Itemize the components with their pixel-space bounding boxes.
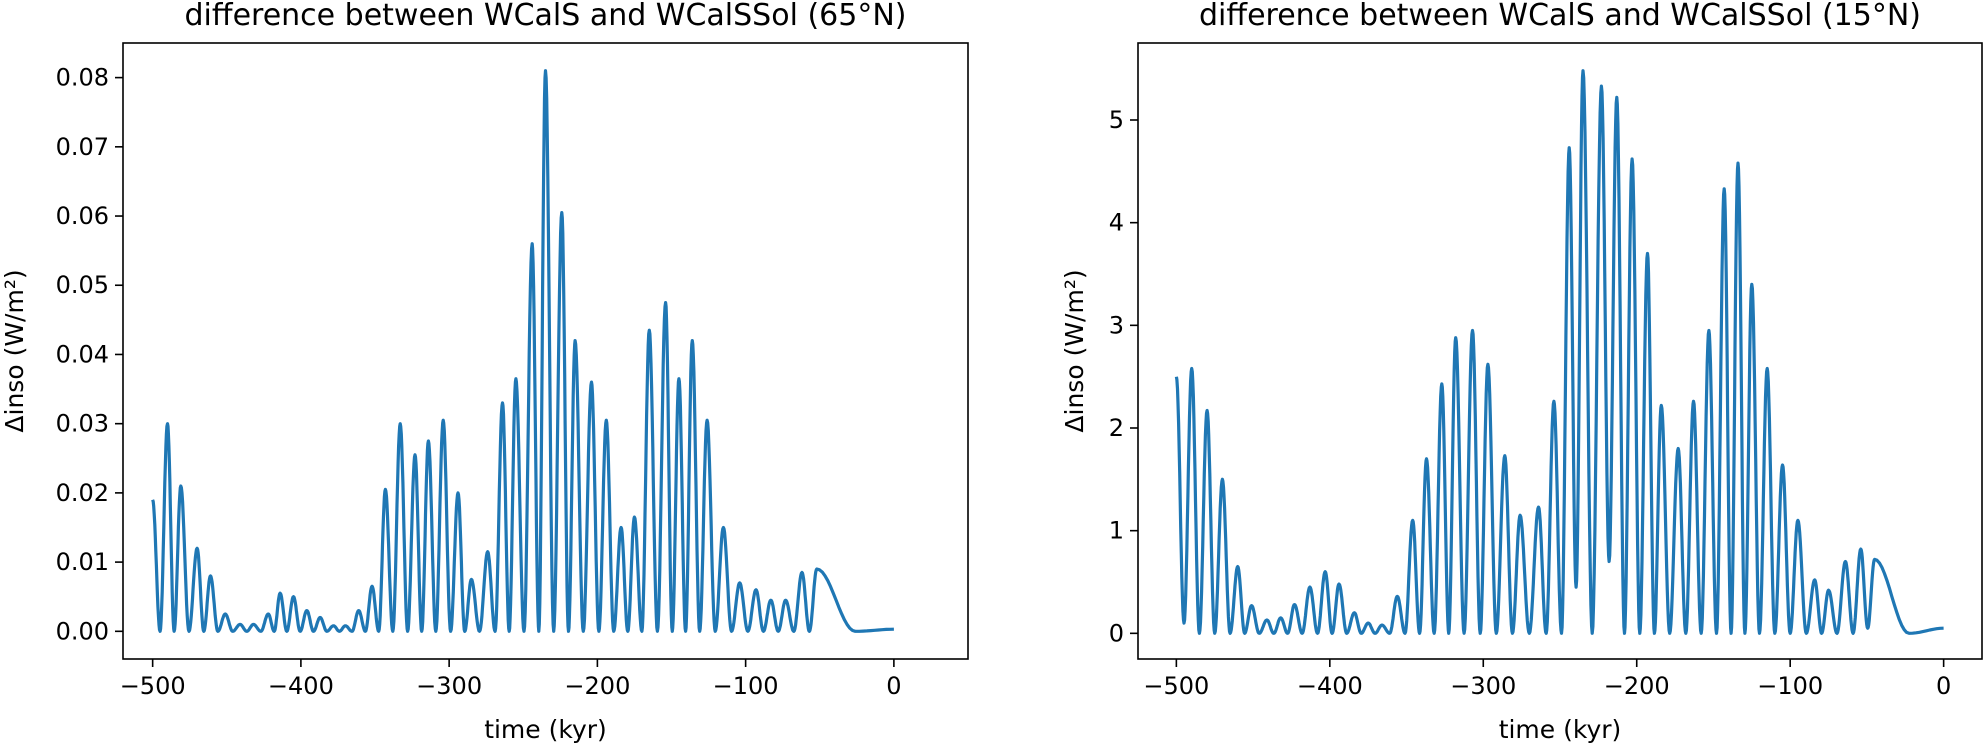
y-tick-label: 4 [1109,209,1124,237]
x-axis-label: time (kyr) [484,715,607,744]
x-tick-label: −100 [1757,672,1823,700]
y-tick-label: 0.05 [56,271,109,299]
axis-ticks: −500 −400 −300 −200 −100 0 0 1 2 3 4 5 [1109,106,1952,700]
y-tick-label: 0.04 [56,340,109,368]
x-tick-label: −300 [1450,672,1516,700]
y-tick-label: 0.08 [56,64,109,92]
y-axis-label: Δinso (W/m²) [0,269,29,432]
data-series-line [1174,69,1944,635]
panel-65n: difference between WCalS and WCalSSol (6… [0,0,969,744]
y-tick-label: 1 [1109,517,1124,545]
x-tick-label: −500 [120,672,186,700]
plot-frame [122,42,969,660]
data-series-line [151,69,894,633]
x-tick-label: −200 [564,672,630,700]
y-tick-label: 0.07 [56,133,109,161]
y-tick-label: 0.00 [56,617,109,645]
y-tick-label: 5 [1109,106,1124,134]
panel-15n: difference between WCalS and WCalSSol (1… [1060,0,1983,744]
x-axis-label: time (kyr) [1499,715,1622,744]
x-tick-label: −100 [713,672,779,700]
x-tick-label: −400 [268,672,334,700]
x-tick-label: 0 [1936,672,1951,700]
y-tick-label: 0.03 [56,410,109,438]
y-axis-label: Δinso (W/m²) [1060,269,1089,432]
y-tick-label: 0.01 [56,548,109,576]
plot-frame [1137,42,1983,660]
y-tick-label: 0 [1109,619,1124,647]
x-tick-label: −400 [1297,672,1363,700]
x-tick-label: −500 [1143,672,1209,700]
chart-title: difference between WCalS and WCalSSol (1… [1199,0,1921,33]
y-tick-label: 2 [1109,414,1124,442]
x-tick-label: 0 [886,672,901,700]
axis-ticks: −500 −400 −300 −200 −100 0 0.00 0.01 0.02 0.03 0.0… [56,64,902,700]
y-tick-label: 3 [1109,311,1124,339]
y-tick-label: 0.06 [56,202,109,230]
x-tick-label: −200 [1604,672,1670,700]
x-tick-label: −300 [416,672,482,700]
y-tick-label: 0.02 [56,479,109,507]
chart-title: difference between WCalS and WCalSSol (6… [185,0,907,33]
